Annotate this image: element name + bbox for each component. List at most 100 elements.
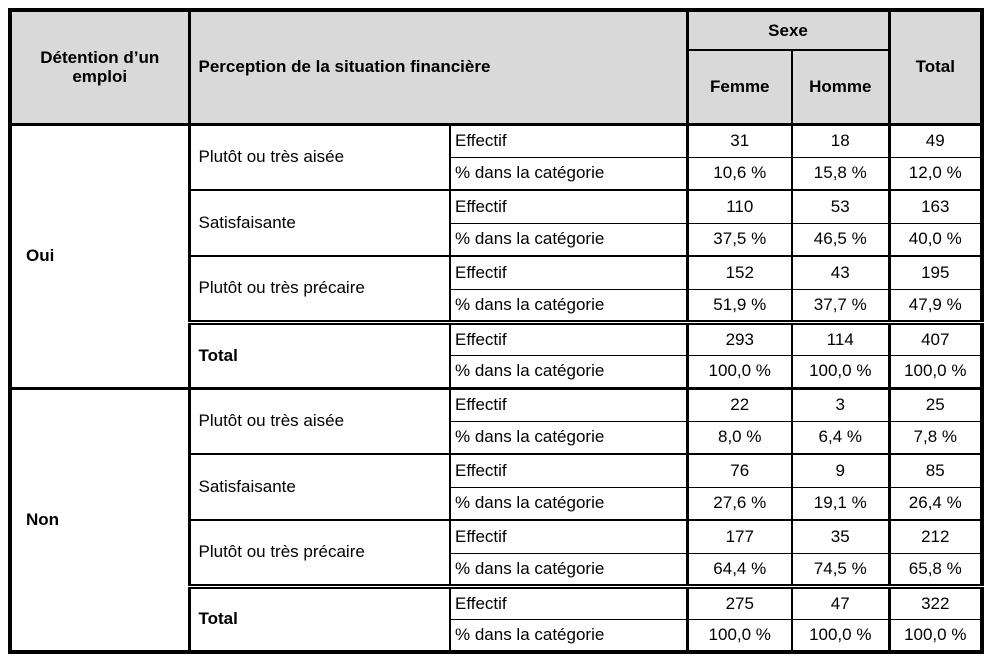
category-label: Plutôt ou très précaire [188,519,451,587]
value-cell: 35 [791,519,891,554]
value-cell: 7,8 % [888,420,983,455]
value-cell: 100,0 % [888,618,983,653]
category-label: Plutôt ou très précaire [188,255,451,323]
value-cell: 43 [791,255,891,290]
row-type-label: % dans la catégorie [449,618,689,653]
value-cell: 177 [686,519,793,554]
category-label: Satisfaisante [188,189,451,257]
table-row: % dans la catégorie 27,6 % 19,1 % 26,4 % [10,486,983,521]
table-row: Plutôt ou très précaire Effectif 177 35 … [10,519,983,587]
value-cell: 9 [791,453,891,488]
table-row: % dans la catégorie 10,6 % 15,8 % 12,0 % [10,156,983,191]
value-cell: 10,6 % [686,156,793,191]
value-cell: 49 [888,123,983,158]
table-row: Total Effectif 275 47 322 [10,583,983,653]
section-label-non: Non [9,386,191,653]
category-label-total: Total [188,319,451,389]
row-type-label: Effectif [449,319,689,356]
value-cell: 64,4 % [686,552,793,587]
table-row: % dans la catégorie 64,4 % 74,5 % 65,8 % [10,552,983,587]
table-row: % dans la catégorie 8,0 % 6,4 % 7,8 % [10,420,983,455]
value-cell: 26,4 % [888,486,983,521]
table-header: Détention d’un emploi Perception de la s… [9,9,983,126]
value-cell: 46,5 % [791,222,891,257]
value-cell: 22 [686,386,793,422]
row-type-label: % dans la catégorie [449,486,689,521]
row-type-label: % dans la catégorie [449,354,689,389]
value-cell: 6,4 % [791,420,891,455]
value-cell: 37,5 % [686,222,793,257]
value-cell: 15,8 % [791,156,891,191]
value-cell: 293 [686,319,793,356]
value-cell: 53 [791,189,891,224]
header-total: Total [888,9,983,126]
category-label: Satisfaisante [188,453,451,521]
value-cell: 100,0 % [686,354,793,389]
section-label-oui: Oui [9,123,191,389]
value-cell: 163 [888,189,983,224]
category-label: Plutôt ou très aisée [188,123,451,191]
value-cell: 8,0 % [686,420,793,455]
row-type-label: Effectif [449,255,689,290]
value-cell: 100,0 % [686,618,793,653]
value-cell: 195 [888,255,983,290]
value-cell: 407 [888,319,983,356]
header-sexe: Sexe [686,9,891,51]
header-homme: Homme [791,49,891,126]
table-row: Satisfaisante Effectif 110 53 163 [10,189,983,257]
row-type-label: Effectif [449,583,689,620]
value-cell: 110 [686,189,793,224]
table-row: % dans la catégorie 100,0 % 100,0 % 100,… [10,618,983,653]
value-cell: 74,5 % [791,552,891,587]
value-cell: 12,0 % [888,156,983,191]
table-row: Total Effectif 293 114 407 [10,319,983,389]
value-cell: 51,9 % [686,288,793,323]
row-type-label: % dans la catégorie [449,156,689,191]
value-cell: 3 [791,386,891,422]
category-label-total: Total [188,583,451,653]
table-row: % dans la catégorie 51,9 % 37,7 % 47,9 % [10,288,983,323]
value-cell: 152 [686,255,793,290]
header-perception-situation: Perception de la situation financière [188,9,689,126]
value-cell: 47,9 % [888,288,983,323]
row-type-label: % dans la catégorie [449,222,689,257]
row-type-label: Effectif [449,519,689,554]
crosstab-table: Détention d’un emploi Perception de la s… [8,8,985,654]
value-cell: 212 [888,519,983,554]
value-cell: 27,6 % [686,486,793,521]
table-row: % dans la catégorie 37,5 % 46,5 % 40,0 % [10,222,983,257]
value-cell: 37,7 % [791,288,891,323]
row-type-label: Effectif [449,189,689,224]
row-type-label: % dans la catégorie [449,420,689,455]
row-type-label: Effectif [449,386,689,422]
table-body: Oui Plutôt ou très aisée Effectif 31 18 … [9,123,983,653]
value-cell: 275 [686,583,793,620]
value-cell: 18 [791,123,891,158]
value-cell: 65,8 % [888,552,983,587]
row-type-label: % dans la catégorie [449,552,689,587]
table-row: % dans la catégorie 100,0 % 100,0 % 100,… [10,354,983,389]
value-cell: 19,1 % [791,486,891,521]
value-cell: 322 [888,583,983,620]
value-cell: 31 [686,123,793,158]
table-row: Plutôt ou très précaire Effectif 152 43 … [10,255,983,323]
value-cell: 100,0 % [791,618,891,653]
row-type-label: % dans la catégorie [449,288,689,323]
category-label: Plutôt ou très aisée [188,386,451,455]
value-cell: 47 [791,583,891,620]
table-row: Oui Plutôt ou très aisée Effectif 31 18 … [9,123,983,389]
value-cell: 25 [888,386,983,422]
table-row: Satisfaisante Effectif 76 9 85 [10,453,983,521]
value-cell: 76 [686,453,793,488]
row-type-label: Effectif [449,123,689,158]
header-femme: Femme [686,49,793,126]
row-type-label: Effectif [449,453,689,488]
table-row: Non Plutôt ou très aisée Effectif 22 3 2… [9,386,983,653]
value-cell: 100,0 % [888,354,983,389]
value-cell: 40,0 % [888,222,983,257]
value-cell: 114 [791,319,891,356]
header-detention-emploi: Détention d’un emploi [9,9,191,126]
value-cell: 85 [888,453,983,488]
value-cell: 100,0 % [791,354,891,389]
